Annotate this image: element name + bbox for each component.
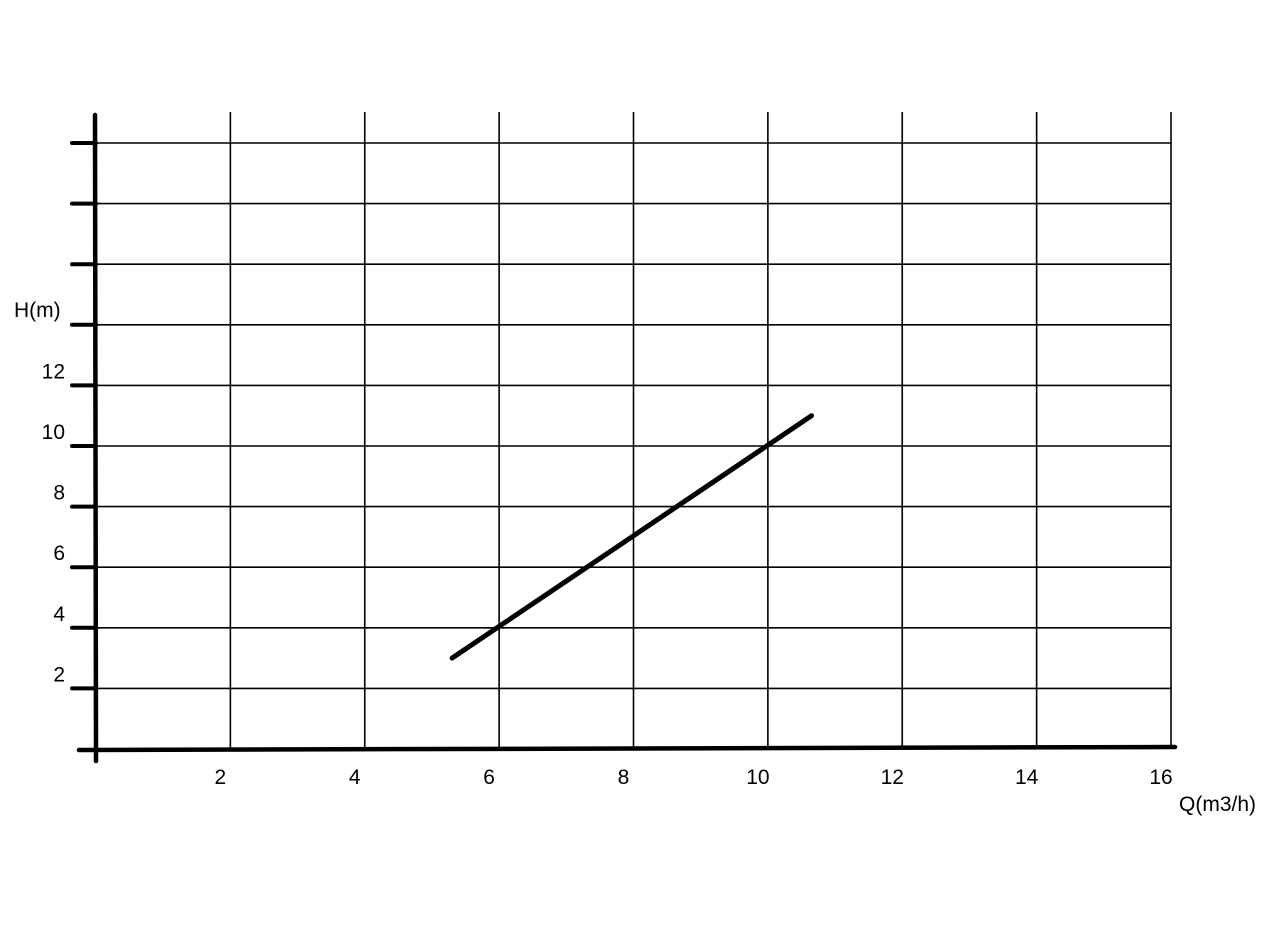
x-axis xyxy=(76,744,1178,753)
x-tick-label: 8 xyxy=(618,766,630,789)
y-tick-label: 12 xyxy=(42,360,65,383)
x-tick-label: 14 xyxy=(1015,766,1039,789)
y-tick-label: 4 xyxy=(53,603,65,626)
y-tick-label: 8 xyxy=(53,482,65,505)
x-tick-label: 16 xyxy=(1149,766,1172,789)
y-axis-label: H(m) xyxy=(14,299,61,322)
y-axis xyxy=(92,112,99,764)
y-tick-label: 10 xyxy=(42,421,65,444)
y-tick-label: 6 xyxy=(53,542,65,565)
x-tick-label: 2 xyxy=(215,766,227,789)
y-tick-label: 2 xyxy=(53,663,65,686)
grid xyxy=(96,112,1172,749)
series xyxy=(449,413,815,661)
x-tick-label: 4 xyxy=(349,766,361,789)
series-line xyxy=(449,413,815,661)
x-axis-label: Q(m3/h) xyxy=(1179,793,1256,816)
x-tick-label: 6 xyxy=(483,766,495,789)
x-tick-label: 12 xyxy=(881,766,904,789)
x-tick-label: 10 xyxy=(746,766,769,789)
axes xyxy=(76,112,1178,764)
ticks: 2 4 6 8 10 12 14 16 2 4 6 8 10 12 xyxy=(42,141,1173,789)
